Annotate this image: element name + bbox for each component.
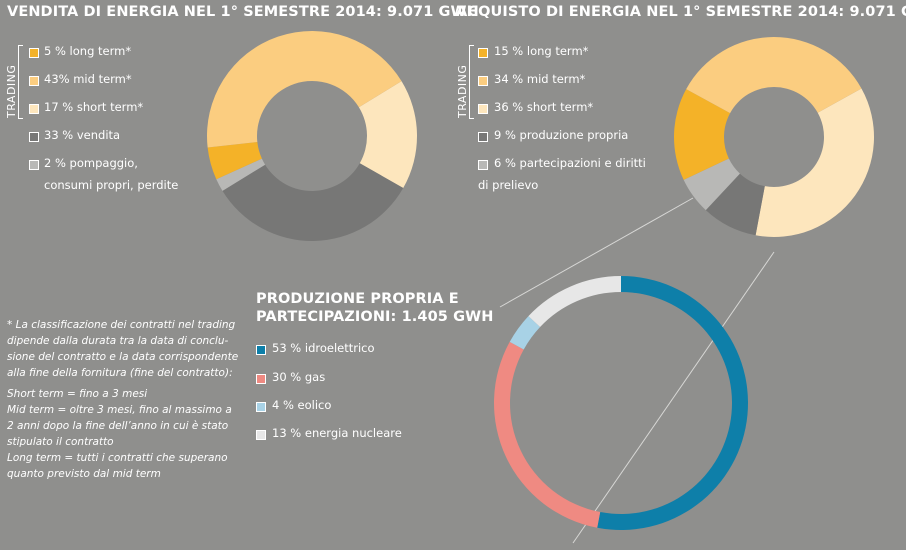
vendita-slice-4 bbox=[206, 30, 402, 148]
acquisto-slice-4 bbox=[686, 37, 862, 114]
acquisto-long-term-label: 15 % long term* bbox=[494, 44, 589, 58]
produzione-eolico-label: 4 % eolico bbox=[272, 398, 332, 412]
acquisto-produzione-label: 9 % produzione propria bbox=[494, 128, 629, 142]
acquisto-short-term-swatch bbox=[478, 104, 488, 114]
acquisto-partecipazioni-label: 6 % partecipazioni e diritti bbox=[494, 156, 646, 170]
acquisto-partecipazioni-label-cont: di prelievo bbox=[478, 178, 539, 192]
acquisto-slice-0 bbox=[755, 88, 874, 237]
vendita-slice-0 bbox=[358, 81, 417, 189]
produzione-title-line1: PRODUZIONE PROPRIA E bbox=[256, 291, 459, 307]
connector-lines bbox=[499, 197, 775, 544]
footnote-line: stipulato il contratto bbox=[7, 436, 114, 448]
produzione-slice-1 bbox=[494, 341, 601, 528]
vendita-trading-bracket bbox=[18, 45, 23, 119]
produzione-gas-label: 30 % gas bbox=[272, 370, 326, 384]
vendita-mid-term-label: 43% mid term* bbox=[44, 72, 132, 86]
connector-line-0 bbox=[499, 197, 694, 308]
acquisto-title: ACQUISTO DI ENERGIA NEL 1° SEMESTRE 2014… bbox=[456, 4, 906, 20]
produzione-idro-label: 53 % idroelettrico bbox=[272, 341, 375, 355]
vendita-pompaggio-swatch bbox=[29, 160, 39, 170]
acquisto-partecipazioni-swatch bbox=[478, 160, 488, 170]
footnote-line: Long term = tutti i contratti che supera… bbox=[7, 452, 228, 464]
produzione-slice-0 bbox=[597, 276, 748, 530]
footnote-line: Short term = fino a 3 mesi bbox=[7, 388, 148, 400]
footnote-line: * La classificazione dei contratti nel t… bbox=[7, 319, 236, 331]
vendita-title: VENDITA DI ENERGIA NEL 1° SEMESTRE 2014:… bbox=[7, 4, 479, 20]
vendita-pompaggio-label: 2 % pompaggio, bbox=[44, 156, 138, 170]
vendita-vendita-label: 33 % vendita bbox=[44, 128, 121, 142]
acquisto-donut-chart bbox=[673, 37, 874, 237]
vendita-slice-2 bbox=[216, 158, 266, 191]
connector-line-1 bbox=[572, 251, 775, 544]
acquisto-trading-bracket bbox=[469, 45, 474, 119]
produzione-nucleare-swatch bbox=[256, 430, 266, 440]
vendita-long-term-swatch bbox=[29, 48, 39, 58]
produzione-gas-swatch bbox=[256, 374, 266, 384]
produzione-idro-swatch bbox=[256, 345, 266, 355]
vendita-donut-chart bbox=[206, 30, 417, 242]
footnote-line: sione del contratto e la data corrispond… bbox=[7, 351, 239, 363]
acquisto-long-term-swatch bbox=[478, 48, 488, 58]
acquisto-mid-term-label: 34 % mid term* bbox=[494, 72, 586, 86]
footnote-line: alla fine della fornitura (fine del cont… bbox=[7, 367, 233, 379]
produzione-title-line2: PARTECIPAZIONI: 1.405 GWH bbox=[256, 309, 494, 325]
vendita-slice-3 bbox=[207, 142, 262, 180]
produzione-eolico-swatch bbox=[256, 402, 266, 412]
acquisto-slice-1 bbox=[705, 173, 765, 236]
acquisto-mid-term-swatch bbox=[478, 76, 488, 86]
acquisto-slice-3 bbox=[673, 89, 731, 180]
vendita-mid-term-swatch bbox=[29, 76, 39, 86]
vendita-vendita-swatch bbox=[29, 132, 39, 142]
vendita-short-term-swatch bbox=[29, 104, 39, 114]
acquisto-produzione-swatch bbox=[478, 132, 488, 142]
vendita-slice-1 bbox=[222, 163, 404, 242]
produzione-slice-3 bbox=[528, 276, 621, 328]
footnote-line: dipende dalla durata tra la data di conc… bbox=[7, 335, 229, 347]
vendita-long-term-label: 5 % long term* bbox=[44, 44, 132, 58]
vendita-short-term-label: 17 % short term* bbox=[44, 100, 144, 114]
footnote-line: quanto previsto dal mid term bbox=[7, 468, 161, 480]
acquisto-short-term-label: 36 % short term* bbox=[494, 100, 594, 114]
produzione-nucleare-label: 13 % energia nucleare bbox=[272, 426, 402, 440]
footnote-line: 2 anni dopo la fine dell’anno in cui è s… bbox=[7, 420, 229, 432]
footnote-line: Mid term = oltre 3 mesi, fino al massimo… bbox=[7, 404, 232, 416]
acquisto-slice-2 bbox=[683, 158, 740, 211]
vendita-pompaggio-label-cont: consumi propri, perdite bbox=[44, 178, 179, 192]
produzione-slice-2 bbox=[509, 316, 541, 350]
produzione-ring-chart bbox=[494, 276, 748, 530]
